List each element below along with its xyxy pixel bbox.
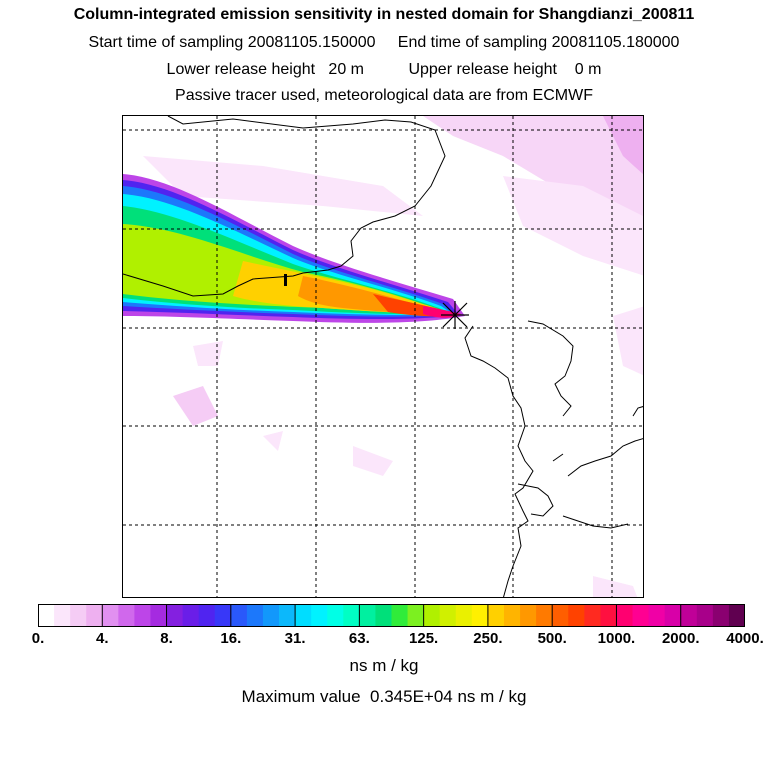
colorbar-tick-label: 2000. [661, 630, 700, 647]
colorbar-border [38, 604, 745, 627]
emission-plume [123, 174, 465, 323]
colorbar-swatch [134, 604, 152, 627]
colorbar-swatch [86, 604, 103, 627]
colorbar-swatch [407, 604, 425, 627]
colorbar-swatch [439, 604, 457, 627]
map-plot-area [122, 115, 644, 598]
map-svg [123, 116, 643, 597]
colorbar-swatch [182, 604, 200, 627]
colorbar-swatch [359, 604, 377, 627]
colorbar-swatch [536, 604, 553, 627]
colorbar-swatch [712, 604, 730, 627]
colorbar-swatch [471, 604, 489, 627]
colorbar-swatch [262, 604, 280, 627]
colorbar-swatch [279, 604, 296, 627]
colorbar-swatch [568, 604, 585, 627]
colorbar-swatch [648, 604, 666, 627]
colorbar-tick-label: 1000. [597, 630, 636, 647]
maximum-value-label: Maximum value 0.345E+04 ns m / kg [241, 687, 527, 706]
colorbar-swatch [166, 604, 184, 627]
colorbar-swatch [520, 604, 537, 627]
coastlines [123, 116, 643, 597]
colorbar-swatch [54, 604, 71, 627]
colorbar-swatch [343, 604, 360, 627]
colorbar-swatch [503, 604, 521, 627]
colorbar-swatch [616, 604, 634, 627]
colorbar-swatch [664, 604, 682, 627]
colorbar-tick-label: 4. [96, 630, 109, 647]
colorbar-swatch [584, 604, 601, 627]
colorbar-swatch [487, 604, 505, 627]
colorbar-swatch [455, 604, 473, 627]
colorbar-tick-label: 500. [537, 630, 567, 647]
colorbar-swatch [311, 604, 328, 627]
colorbar-tick-label: 4000. [726, 630, 764, 647]
colorbar-swatch [38, 604, 55, 627]
graticule [123, 116, 643, 597]
colorbar-tick-label: 31. [284, 630, 306, 647]
colorbar-units: ns m / kg [349, 656, 419, 675]
colorbar-swatch [423, 604, 441, 627]
colorbar-tick-label: 0. [31, 630, 45, 647]
colorbar-swatch [680, 604, 698, 627]
colorbar-swatch [198, 604, 216, 627]
colorbar-swatch [327, 604, 344, 627]
colorbar-tick-label: 16. [220, 630, 242, 647]
colorbar-swatch [295, 604, 312, 627]
background-sensitivity [143, 116, 643, 597]
tracer-info-line: Passive tracer used, meteorological data… [175, 87, 593, 104]
colorbar-swatch [230, 604, 248, 627]
colorbar-swatch [391, 604, 409, 627]
colorbar-swatch [696, 604, 714, 627]
colorbar-swatch [150, 604, 168, 627]
colorbar-swatch [70, 604, 87, 627]
colorbar-tick-label: 8. [160, 630, 173, 647]
receptor-marker [441, 301, 469, 329]
colorbar-swatch [600, 604, 618, 627]
colorbar-swatch [728, 604, 745, 627]
colorbar-ticks: 0. 4. 8. 16. 31. 63. 125. 250. 500. 1000. 2000. 400… [0, 630, 768, 650]
sampling-time-line: Start time of sampling 20081105.150000 E… [88, 34, 680, 51]
colorbar-swatch [118, 604, 136, 627]
colorbar-tick-label: 63. [348, 630, 370, 647]
colorbar-swatch [552, 604, 569, 627]
colorbar-swatch [375, 604, 393, 627]
colorbar-tick-label: 125. [409, 630, 439, 647]
colorbar-swatch [632, 604, 650, 627]
chart-title: Column-integrated emission sensitivity i… [73, 6, 695, 23]
colorbar-tick-label: 250. [473, 630, 503, 647]
site-marker [284, 274, 287, 286]
release-height-line: Lower release height 20 m Upper release … [166, 61, 602, 78]
colorbar-swatch [246, 604, 264, 627]
colorbar-swatch [214, 604, 232, 627]
colorbar-swatch [102, 604, 119, 627]
colorbar [38, 604, 745, 627]
